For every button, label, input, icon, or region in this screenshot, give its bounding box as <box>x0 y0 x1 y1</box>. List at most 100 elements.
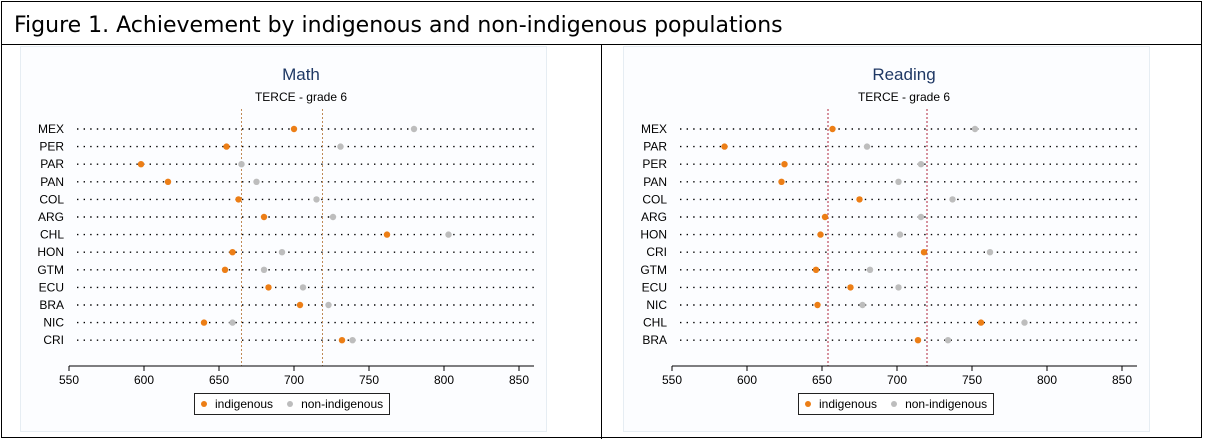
reading-legend: indigenous non-indigenous <box>798 393 995 415</box>
reading-non-indigenous-point-mex <box>971 125 979 133</box>
math-x-tick-label-750: 750 <box>359 373 379 387</box>
reading-indigenous-point-nic <box>814 301 821 309</box>
legend-label-non-indigenous: non-indigenous <box>301 397 384 411</box>
math-indigenous-point-gtm <box>221 266 229 273</box>
legend-item-indigenous: indigenous <box>805 397 877 411</box>
math-category-label-chl: CHL <box>40 228 64 242</box>
math-non-indigenous-point-bra <box>325 301 332 309</box>
math-indigenous-point-per <box>223 143 230 150</box>
math-x-tick-label-650: 650 <box>209 373 229 387</box>
reading-indigenous-point-pan <box>778 178 785 185</box>
reading-x-tick-label-600: 600 <box>737 373 757 387</box>
reading-indigenous-point-hon <box>817 231 824 238</box>
reading-category-label-gtm: GTM <box>640 263 667 277</box>
math-non-indigenous-point-cri <box>349 337 356 344</box>
math-category-label-mex: MEX <box>38 122 64 136</box>
math-x-tick-label-600: 600 <box>134 373 154 387</box>
math-chart: Math TERCE - grade 6 MEX PER PAR PAN COL ARG CHL… <box>37 65 534 387</box>
reading-category-label-nic: NIC <box>646 298 667 312</box>
reading-x-tick-label-550: 550 <box>662 373 682 387</box>
reading-category-label-bra: BRA <box>642 333 667 347</box>
reading-category-label-arg: ARG <box>641 210 667 224</box>
reading-non-indigenous-point-per <box>917 161 925 168</box>
math-non-indigenous-point-chl <box>445 231 452 238</box>
math-indigenous-point-nic <box>200 319 208 326</box>
figure-title: Figure 1. Achievement by indigenous and … <box>14 13 783 38</box>
math-non-indigenous-point-per <box>337 143 344 150</box>
reading-indigenous-point-arg <box>821 213 829 221</box>
indigenous-marker-icon <box>201 401 207 407</box>
math-x-tick-label-800: 800 <box>434 373 454 387</box>
reading-non-indigenous-point-gtm <box>866 266 874 273</box>
math-legend: indigenous non-indigenous <box>194 393 391 415</box>
math-indigenous-point-mex <box>290 125 298 133</box>
reading-non-indigenous-point-hon <box>896 231 904 238</box>
math-indigenous-point-chl <box>383 231 391 238</box>
math-category-label-col: COL <box>39 192 64 206</box>
math-indigenous-point-par <box>137 161 145 168</box>
reading-indigenous-point-gtm <box>812 266 820 273</box>
legend-item-non-indigenous: non-indigenous <box>891 397 987 411</box>
math-x-tick-label-850: 850 <box>509 373 529 387</box>
reading-x-tick-label-750: 750 <box>962 373 982 387</box>
reading-category-label-col: COL <box>642 192 667 206</box>
reading-indigenous-point-per <box>781 161 788 168</box>
reading-chart: Reading TERCE - grade 6 MEX PAR PER PAN COL ARG… <box>640 65 1137 387</box>
math-indigenous-point-bra <box>296 301 304 309</box>
legend-label-non-indigenous: non-indigenous <box>905 397 988 411</box>
reading-chart-title: Reading <box>872 65 935 84</box>
math-indigenous-point-cri <box>338 337 346 344</box>
math-non-indigenous-point-hon <box>278 249 286 256</box>
reading-indigenous-point-col <box>856 196 863 203</box>
math-indigenous-point-hon <box>229 249 236 256</box>
reading-non-indigenous-point-col <box>949 196 956 203</box>
reading-category-label-ecu: ECU <box>642 280 667 294</box>
math-category-label-nic: NIC <box>43 316 64 330</box>
reading-non-indigenous-point-chl <box>1021 319 1028 326</box>
math-category-label-ecu: ECU <box>39 280 64 294</box>
non-indigenous-marker-icon <box>287 401 294 407</box>
math-non-indigenous-point-pan <box>253 178 260 185</box>
math-indigenous-point-pan <box>164 178 172 185</box>
math-x-tick-label-550: 550 <box>59 373 79 387</box>
math-indigenous-point-ecu <box>265 284 272 291</box>
reading-indigenous-point-par <box>721 143 728 150</box>
math-non-indigenous-point-mex <box>410 125 418 133</box>
reading-x-tick-label-850: 850 <box>1112 373 1132 387</box>
math-category-label-pan: PAN <box>40 175 64 189</box>
reading-indigenous-point-ecu <box>847 284 854 291</box>
reading-category-label-hon: HON <box>640 228 667 242</box>
math-category-label-par: PAR <box>40 157 64 171</box>
math-chart-subtitle: TERCE - grade 6 <box>255 90 347 104</box>
math-non-indigenous-point-gtm <box>260 266 268 273</box>
math-non-indigenous-point-arg <box>329 213 337 221</box>
reading-non-indigenous-point-arg <box>917 213 925 221</box>
math-category-label-arg: ARG <box>38 210 64 224</box>
reading-non-indigenous-point-ecu <box>895 284 902 291</box>
reading-non-indigenous-point-bra <box>944 337 952 344</box>
math-indigenous-point-arg <box>260 213 268 221</box>
math-non-indigenous-point-col <box>313 196 320 203</box>
reading-category-label-mex: MEX <box>641 122 667 136</box>
reading-non-indigenous-point-pan <box>895 178 902 185</box>
non-indigenous-marker-icon <box>891 401 898 407</box>
math-non-indigenous-point-ecu <box>299 284 307 291</box>
reading-x-tick-label-700: 700 <box>887 373 907 387</box>
math-chart-title: Math <box>282 65 320 84</box>
reading-indigenous-point-bra <box>914 337 922 344</box>
reading-category-label-par: PAR <box>643 140 667 154</box>
panel-divider <box>601 44 602 439</box>
reading-category-label-per: PER <box>642 157 667 171</box>
reading-indigenous-point-cri <box>920 249 928 256</box>
reading-category-label-chl: CHL <box>643 316 667 330</box>
math-non-indigenous-point-par <box>238 161 245 168</box>
legend-label-indigenous: indigenous <box>215 397 274 411</box>
reading-non-indigenous-point-par <box>863 143 871 150</box>
legend-item-indigenous: indigenous <box>201 397 273 411</box>
reading-x-tick-label-650: 650 <box>812 373 832 387</box>
reading-category-label-pan: PAN <box>643 175 667 189</box>
indigenous-marker-icon <box>805 401 811 407</box>
reading-non-indigenous-point-cri <box>986 249 994 256</box>
reading-indigenous-point-mex <box>829 125 836 133</box>
math-category-label-bra: BRA <box>39 298 64 312</box>
